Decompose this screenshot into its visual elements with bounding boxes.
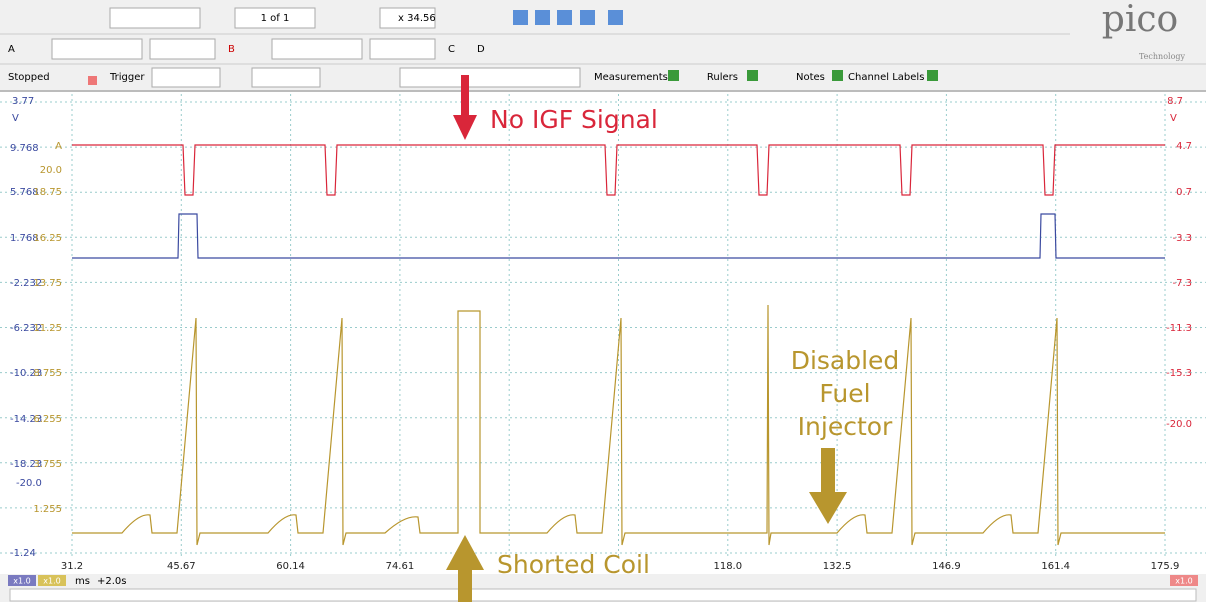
axis-unit: V — [12, 113, 19, 124]
axis-label: -10.23 — [10, 368, 42, 379]
axis-label: 20.0 — [40, 165, 62, 176]
channel-labels-label[interactable]: Channel Labels — [848, 72, 924, 83]
page-indicator: 1 of 1 — [261, 13, 290, 24]
scale-a: x1.0 — [13, 577, 30, 586]
trace-blue — [72, 213, 1165, 259]
time-offset: +2.0s — [97, 576, 127, 587]
axis-label: 1.255 — [33, 504, 62, 515]
zoom-box[interactable] — [379, 7, 436, 29]
tool-icons — [513, 10, 623, 25]
arrow-red — [453, 75, 477, 140]
dropdown[interactable] — [369, 38, 436, 60]
axis-label: 18.75 — [33, 187, 62, 198]
axis-label: -20.0 — [16, 478, 42, 489]
scrollbar[interactable] — [9, 588, 1197, 602]
dropdown[interactable] — [251, 67, 321, 88]
x-tick-label: 161.4 — [1041, 561, 1070, 572]
time-unit: ms — [75, 576, 90, 587]
axis-label: -11.3 — [1166, 323, 1192, 334]
trigger-label: Trigger — [109, 72, 145, 83]
annotation: Fuel — [819, 379, 870, 408]
trace-gold — [72, 304, 1165, 546]
scale-right: x1.0 — [1175, 577, 1192, 586]
axis-label: 3.77 — [12, 96, 34, 107]
axis-label: -18.23 — [10, 459, 42, 470]
channel-d[interactable]: D — [477, 44, 485, 55]
axis-label: 5.768 — [10, 187, 39, 198]
dropdown[interactable] — [151, 67, 221, 88]
axis-label: -15.3 — [1166, 368, 1192, 379]
logo-tagline: Technology — [1139, 52, 1186, 61]
run-status: Stopped — [8, 72, 50, 83]
axis-unit: V — [1170, 113, 1177, 124]
channel-b[interactable]: B — [228, 44, 235, 55]
x-tick-label: 175.9 — [1151, 561, 1180, 572]
axis-label: 6.255 — [33, 414, 62, 425]
axis-label: 0.7 — [1176, 187, 1192, 198]
axis-label: -2.232 — [10, 278, 42, 289]
x-tick-label: 45.67 — [167, 561, 196, 572]
annotation: Shorted Coil — [497, 550, 650, 579]
dropdown[interactable] — [149, 38, 216, 60]
axis-label: -7.3 — [1172, 278, 1192, 289]
channel-c[interactable]: C — [448, 44, 455, 55]
x-tick-label: 118.0 — [713, 561, 742, 572]
measurements-label[interactable]: Measurements — [594, 72, 668, 83]
axis-label: 8.7 — [1167, 96, 1183, 107]
scale-b: x1.0 — [43, 577, 60, 586]
x-tick-label: 146.9 — [932, 561, 961, 572]
x-tick-label: 60.14 — [276, 561, 305, 572]
arrow-gold — [446, 535, 484, 602]
rulers-label[interactable]: Rulers — [707, 72, 738, 83]
arrow-gold — [809, 448, 847, 524]
axis-unit: A — [55, 141, 62, 152]
annotation: Disabled — [791, 346, 900, 375]
axis-label: 8.755 — [33, 368, 62, 379]
logo: pico — [1102, 0, 1178, 40]
dropdown[interactable] — [271, 38, 363, 60]
axis-label: 11.25 — [33, 323, 62, 334]
axis-label: -20.0 — [1166, 419, 1192, 430]
page-box[interactable] — [234, 7, 316, 29]
x-tick-label: 74.61 — [386, 561, 415, 572]
axis-label: -1.24 — [10, 548, 36, 559]
stop-button[interactable] — [88, 76, 97, 85]
axis-label: 1.768 — [10, 233, 39, 244]
annotation: Injector — [798, 412, 893, 441]
zoom-factor: x 34.56 — [398, 13, 436, 24]
dropdown[interactable] — [51, 38, 143, 60]
axis-label: -3.3 — [1172, 233, 1192, 244]
x-tick-label: 132.5 — [823, 561, 852, 572]
axis-label: 9.768 — [10, 143, 39, 154]
slider[interactable] — [399, 67, 581, 88]
toggle-icons — [668, 70, 938, 81]
annotation: No IGF Signal — [490, 105, 658, 134]
axis-label: 4.7 — [1176, 141, 1192, 152]
axis-label: 13.75 — [33, 278, 62, 289]
axis-label: -6.232 — [10, 323, 42, 334]
axis-label: 16.25 — [33, 233, 62, 244]
dropdown[interactable] — [109, 7, 201, 29]
trace-red — [72, 144, 1165, 196]
x-tick-label: 31.2 — [61, 561, 83, 572]
axis-label: 3.755 — [33, 459, 62, 470]
axis-label: -14.23 — [10, 414, 42, 425]
channel-a[interactable]: A — [8, 44, 15, 55]
notes-label[interactable]: Notes — [796, 72, 825, 83]
